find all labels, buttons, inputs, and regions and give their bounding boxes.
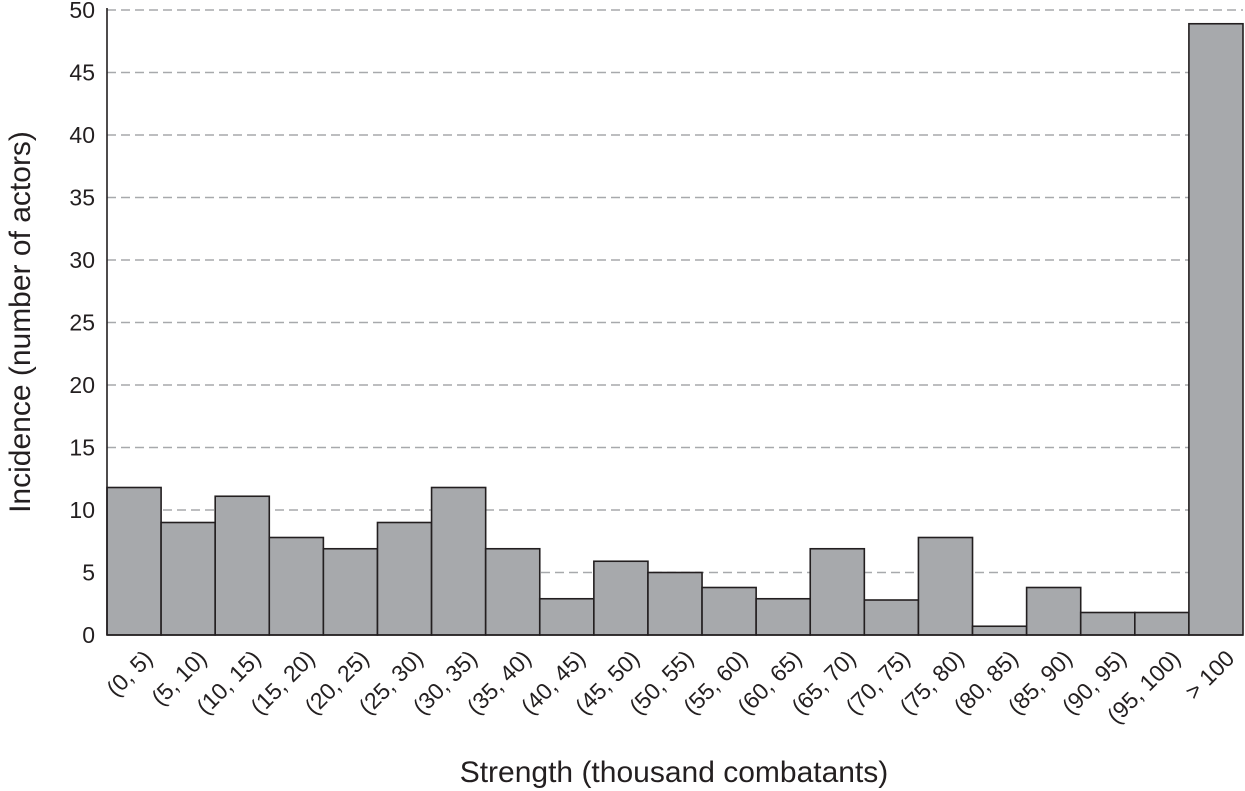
x-tick-label: > 100 (1180, 645, 1240, 705)
y-tick-label: 15 (69, 435, 95, 461)
bar (430, 486, 487, 636)
y-tick-label: 45 (69, 60, 95, 86)
bar (1025, 586, 1082, 636)
x-axis-title: Strength (thousand combatants) (460, 756, 889, 789)
bar (268, 536, 325, 636)
bar (593, 560, 649, 636)
bars (106, 22, 1244, 636)
bar (917, 536, 974, 636)
bar (538, 597, 595, 636)
bar (106, 486, 162, 636)
y-axis-title: Incidence (number of actors) (4, 131, 37, 513)
bar (755, 597, 812, 636)
y-tick-label: 25 (69, 310, 95, 336)
bar (376, 521, 433, 636)
bar (701, 586, 757, 636)
bar (863, 599, 920, 636)
y-tick-label: 5 (82, 560, 95, 586)
bar (647, 571, 703, 636)
bar (1079, 611, 1136, 636)
y-tick-label: 35 (69, 185, 95, 211)
bar (160, 521, 216, 636)
bar (1134, 611, 1190, 636)
bar (809, 547, 866, 636)
bar (1188, 22, 1244, 636)
x-tick-labels: (0, 5)(5, 10)(10, 15)(15, 20)(20, 25)(25… (101, 645, 1239, 728)
y-tick-label: 40 (69, 122, 95, 148)
bar (214, 495, 271, 636)
axes (106, 8, 1243, 636)
y-tick-label: 50 (69, 0, 95, 23)
y-tick-labels: 0 5 10 15 20 25 30 35 40 45 50 (69, 0, 95, 648)
bar (971, 625, 1028, 636)
y-tick-label: 0 (82, 622, 95, 648)
bar (322, 547, 379, 636)
y-tick-label: 20 (69, 372, 95, 398)
y-tick-label: 10 (69, 497, 95, 523)
grid-lines (107, 9, 1243, 574)
y-tick-label: 30 (69, 247, 95, 273)
bar (484, 547, 541, 636)
